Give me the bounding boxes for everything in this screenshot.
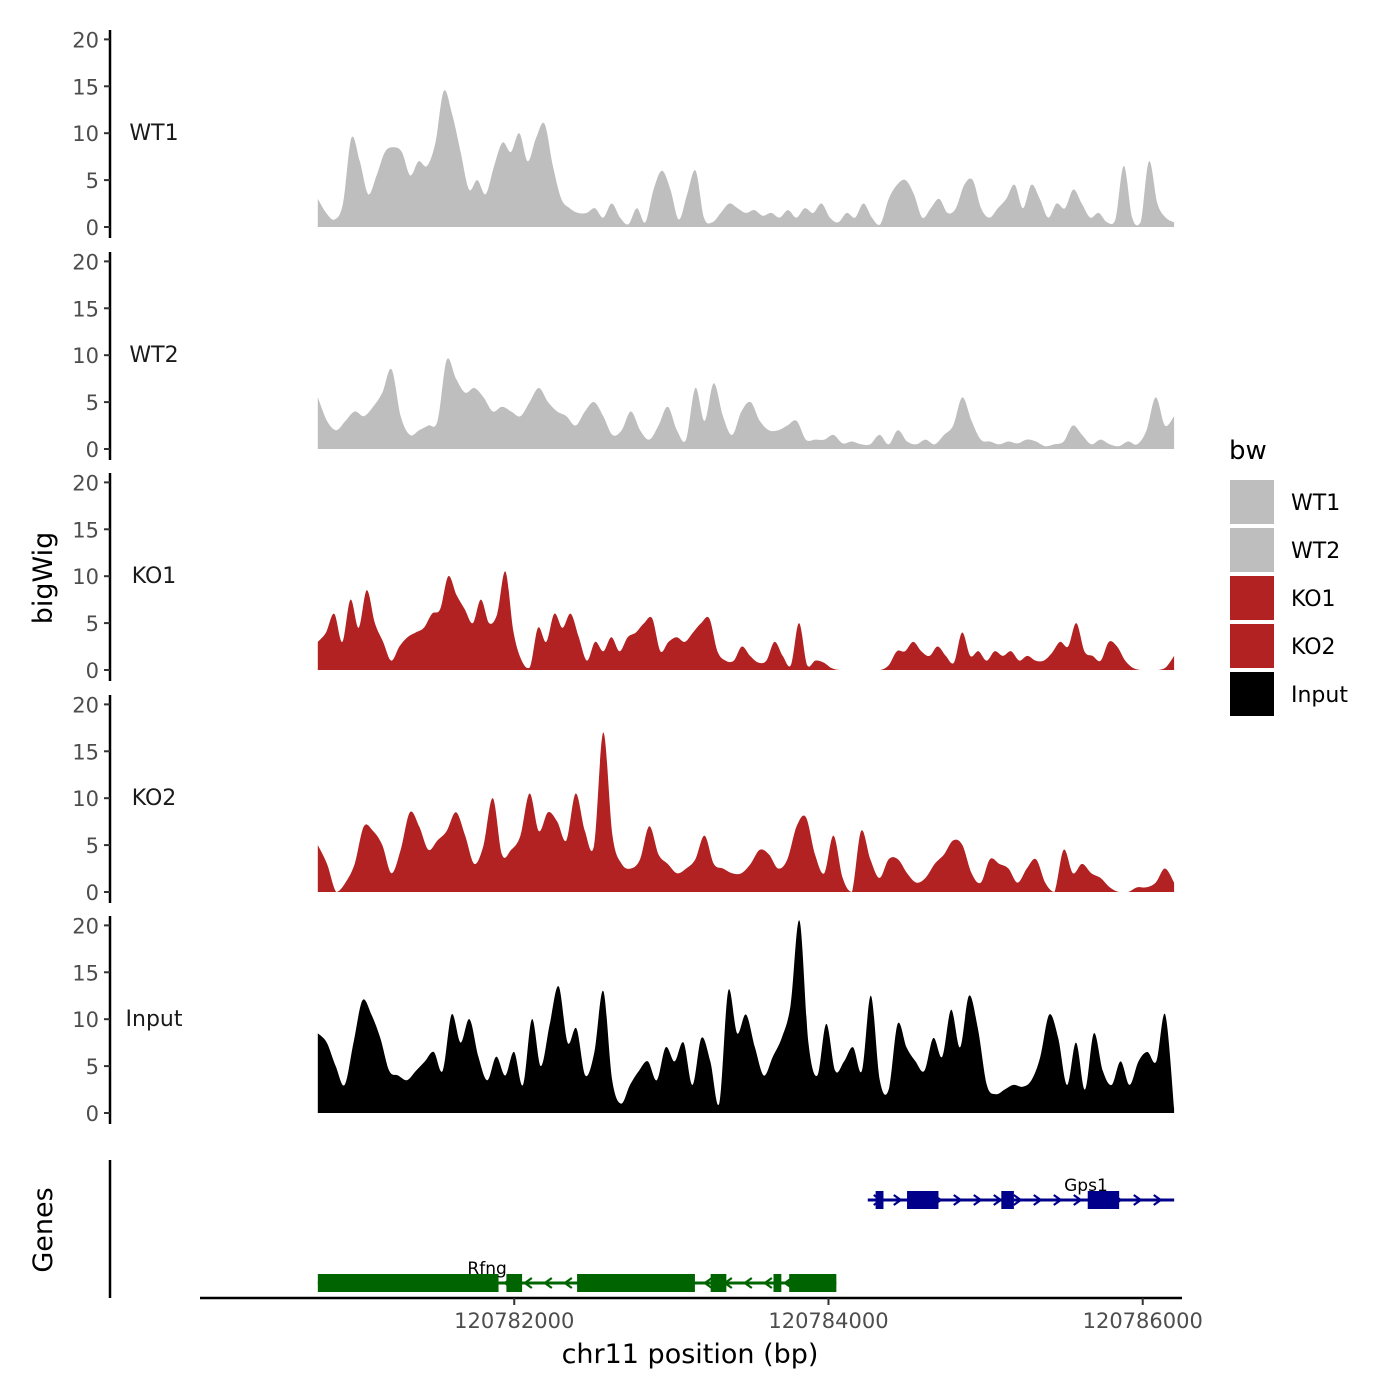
y-tick-label: 5 bbox=[86, 834, 99, 858]
y-tick-label: 20 bbox=[72, 914, 99, 938]
track-label: WT1 bbox=[129, 121, 178, 146]
exon bbox=[710, 1274, 727, 1292]
y-tick-label: 0 bbox=[86, 216, 99, 240]
coverage-area-ko1 bbox=[317, 571, 1175, 670]
strand-chevron bbox=[742, 1277, 753, 1289]
strand-chevron bbox=[993, 1194, 1003, 1206]
gene-track: Rfng Gps1 bbox=[108, 1160, 1175, 1298]
exon bbox=[773, 1274, 782, 1292]
y-tick-label: 10 bbox=[72, 344, 99, 368]
gene-label: Gps1 bbox=[1064, 1176, 1108, 1196]
x-axis-title: chr11 position (bp) bbox=[562, 1339, 819, 1370]
y-tick-label: 15 bbox=[72, 740, 99, 764]
legend-label: Input bbox=[1291, 683, 1348, 708]
strand-chevron bbox=[562, 1277, 573, 1289]
track-ko1: 0 5 10 15 20 KO1 bbox=[72, 471, 1175, 683]
strand-chevron bbox=[522, 1277, 533, 1289]
legend: bw WT1 WT2 KO1 KO2 Input bbox=[1229, 436, 1348, 716]
legend-swatch-wt1 bbox=[1230, 480, 1274, 524]
legend-label: KO2 bbox=[1291, 635, 1336, 660]
exon bbox=[907, 1191, 939, 1209]
legend-swatch-input bbox=[1230, 672, 1274, 716]
y-tick-label: 10 bbox=[72, 787, 99, 811]
strand-chevron bbox=[973, 1194, 983, 1206]
x-axis: 120782000 120784000 120786000 bbox=[200, 1296, 1203, 1333]
legend-swatch-ko2 bbox=[1230, 624, 1274, 668]
strand-chevron bbox=[542, 1277, 553, 1289]
gene-rfng: Rfng bbox=[317, 1259, 837, 1292]
y-tick-label: 10 bbox=[72, 1008, 99, 1032]
legend-label: WT2 bbox=[1291, 539, 1340, 564]
strand-chevron bbox=[1053, 1194, 1063, 1206]
coverage-area-wt1 bbox=[317, 90, 1175, 227]
exon bbox=[875, 1191, 884, 1209]
exon bbox=[506, 1274, 523, 1292]
gene-label: Rfng bbox=[467, 1259, 506, 1279]
coverage-area-wt2 bbox=[317, 358, 1175, 449]
y-tick-label: 15 bbox=[72, 961, 99, 985]
track-label: WT2 bbox=[129, 343, 178, 368]
x-tick-label: 120786000 bbox=[1083, 1309, 1203, 1333]
strand-chevron bbox=[1033, 1194, 1043, 1206]
strand-chevron bbox=[1153, 1194, 1163, 1206]
y-tick-label: 5 bbox=[86, 391, 99, 415]
y-tick-label: 0 bbox=[86, 881, 99, 905]
strand-chevron bbox=[762, 1277, 773, 1289]
track-wt1: 0 5 10 15 20 WT1 bbox=[72, 28, 1175, 240]
legend-swatch-ko1 bbox=[1230, 576, 1274, 620]
y-tick-label: 20 bbox=[72, 693, 99, 717]
y-tick-label: 15 bbox=[72, 297, 99, 321]
exon bbox=[1001, 1191, 1014, 1209]
y-tick-label: 15 bbox=[72, 518, 99, 542]
track-ko2: 0 5 10 15 20 KO2 bbox=[72, 693, 1175, 905]
y-tick-label: 5 bbox=[86, 1055, 99, 1079]
track-label: KO1 bbox=[132, 564, 177, 589]
exon bbox=[789, 1274, 837, 1292]
y-tick-label: 20 bbox=[72, 28, 99, 52]
y-tick-label: 20 bbox=[72, 250, 99, 274]
y-tick-label: 5 bbox=[86, 612, 99, 636]
legend-swatch-wt2 bbox=[1230, 528, 1274, 572]
legend-label: WT1 bbox=[1291, 491, 1340, 516]
x-tick-label: 120782000 bbox=[454, 1309, 574, 1333]
track-label: Input bbox=[126, 1007, 183, 1032]
legend-label: KO1 bbox=[1291, 587, 1336, 612]
exon bbox=[317, 1274, 499, 1292]
x-tick-label: 120784000 bbox=[768, 1309, 888, 1333]
track-wt2: 0 5 10 15 20 WT2 bbox=[72, 250, 1175, 462]
y-tick-label: 10 bbox=[72, 565, 99, 589]
strand-chevron bbox=[893, 1194, 903, 1206]
y-tick-label: 0 bbox=[86, 438, 99, 462]
track-label: KO2 bbox=[132, 786, 177, 811]
exon bbox=[577, 1274, 695, 1292]
coverage-area-ko2 bbox=[317, 732, 1175, 892]
genes-axis-title: Genes bbox=[28, 1187, 59, 1272]
strand-chevron bbox=[1073, 1194, 1083, 1206]
strand-chevron bbox=[1133, 1194, 1143, 1206]
y-tick-label: 20 bbox=[72, 471, 99, 495]
strand-chevron bbox=[1013, 1194, 1023, 1206]
track-input: 0 5 10 15 20 Input bbox=[72, 914, 1175, 1126]
y-tick-label: 10 bbox=[72, 122, 99, 146]
gene-gps1: Gps1 bbox=[867, 1176, 1175, 1209]
coverage-tracks: 0 5 10 15 20 WT1 0 5 10 15 20 WT2 0 5 10 15 20 KO1 0 5 10 15 2… bbox=[72, 28, 1175, 1126]
y-tick-label: 5 bbox=[86, 169, 99, 193]
exon bbox=[1087, 1191, 1120, 1209]
y-tick-label: 15 bbox=[72, 75, 99, 99]
y-tick-label: 0 bbox=[86, 659, 99, 683]
strand-chevron bbox=[702, 1277, 713, 1289]
y-axis-title: bigWig bbox=[28, 532, 59, 625]
strand-chevron bbox=[953, 1194, 963, 1206]
y-tick-label: 0 bbox=[86, 1102, 99, 1126]
legend-title: bw bbox=[1229, 436, 1267, 466]
coverage-area-input bbox=[317, 920, 1175, 1113]
